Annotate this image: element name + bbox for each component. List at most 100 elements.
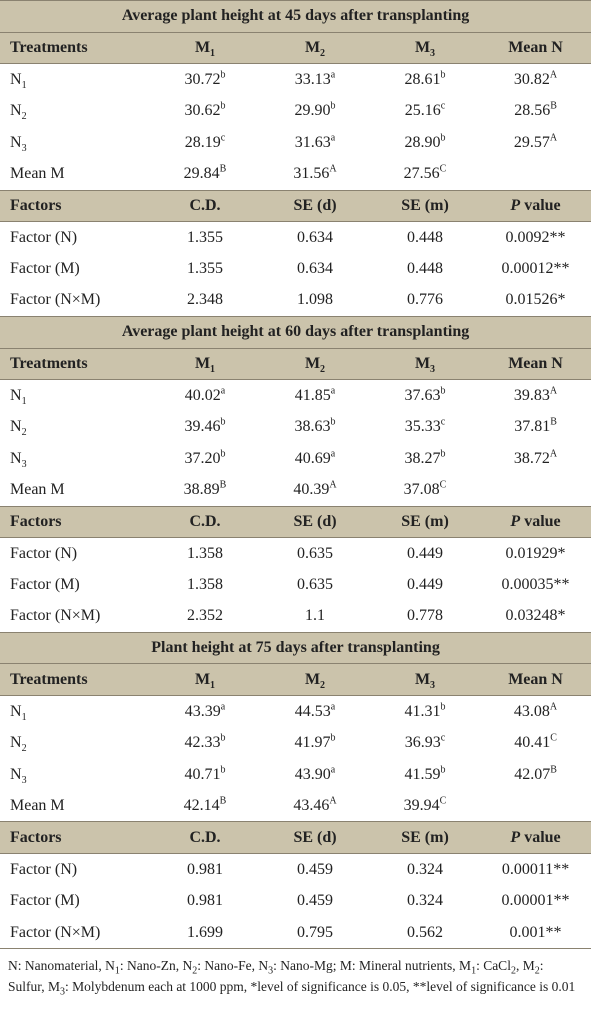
cell: N3 bbox=[0, 127, 150, 159]
cell: M1 bbox=[150, 347, 260, 381]
text: 28.90 bbox=[404, 133, 441, 151]
cell: 41.97b bbox=[260, 727, 370, 759]
cell: M1 bbox=[150, 663, 260, 697]
text: 38.89 bbox=[183, 480, 220, 498]
cell: 0.776 bbox=[370, 285, 480, 317]
superscript: A bbox=[329, 163, 337, 175]
text: 0.001** bbox=[509, 923, 562, 941]
data-row: N1 43.39a 44.53a 41.31b 43.08A bbox=[0, 696, 591, 728]
cell: P value bbox=[480, 505, 591, 539]
text: 0.459 bbox=[297, 891, 333, 909]
cell: SE (m) bbox=[370, 505, 480, 539]
cell: 2.348 bbox=[150, 285, 260, 317]
superscript: b bbox=[440, 448, 446, 460]
cell: 37.20b bbox=[150, 443, 260, 475]
superscript: b bbox=[330, 732, 336, 744]
text: 0.448 bbox=[407, 260, 443, 278]
text: : CaCl bbox=[476, 958, 511, 974]
text: 0.634 bbox=[297, 260, 333, 278]
cell: 38.63b bbox=[260, 411, 370, 443]
header-row: Treatments M1 M2 M3 Mean N bbox=[0, 663, 591, 697]
section-title: Average plant height at 60 days after tr… bbox=[0, 315, 591, 349]
text: N bbox=[10, 70, 22, 88]
text: 38.27 bbox=[404, 449, 441, 467]
cell: 37.81B bbox=[480, 411, 591, 443]
cell bbox=[480, 790, 591, 822]
cell: 44.53a bbox=[260, 696, 370, 728]
cell: 0.03248* bbox=[480, 601, 591, 633]
cell: 28.56B bbox=[480, 95, 591, 127]
text: N bbox=[10, 386, 22, 404]
subscript: 3 bbox=[430, 48, 436, 60]
text: 40.02 bbox=[184, 386, 221, 404]
subscript: 2 bbox=[320, 364, 326, 376]
text: 0.776 bbox=[407, 291, 443, 309]
subscript: 3 bbox=[430, 364, 436, 376]
cell: Factor (N) bbox=[0, 538, 150, 570]
text: 40.71 bbox=[184, 765, 221, 783]
cell: 37.63b bbox=[370, 380, 480, 412]
text: 28.61 bbox=[404, 70, 441, 88]
text: 40.41 bbox=[514, 733, 551, 751]
text: Factors bbox=[10, 828, 62, 846]
data-row: N3 37.20b 40.69a 38.27b 38.72A bbox=[0, 443, 591, 475]
text: N bbox=[10, 733, 22, 751]
cell: 0.01929* bbox=[480, 538, 591, 570]
text: Factor (M) bbox=[10, 891, 80, 909]
text: M bbox=[414, 670, 431, 688]
text: : Nano-Fe, N bbox=[197, 958, 269, 974]
cell: M2 bbox=[260, 347, 370, 381]
header-row: Factors C.D. SE (d) SE (m) P value bbox=[0, 821, 591, 855]
subscript: 1 bbox=[210, 48, 216, 60]
cell bbox=[480, 158, 591, 190]
factor-row: Factor (N×M) 1.699 0.795 0.562 0.001** bbox=[0, 917, 591, 949]
cell: 0.0092** bbox=[480, 222, 591, 254]
superscript: B bbox=[219, 479, 227, 491]
text: SE (d) bbox=[293, 828, 337, 846]
text: Mean M bbox=[10, 796, 65, 814]
text: value bbox=[520, 196, 561, 214]
superscript: b bbox=[330, 100, 336, 112]
text: 0.00001** bbox=[501, 891, 570, 909]
subscript: 1 bbox=[21, 711, 27, 723]
text: 1.1 bbox=[305, 607, 325, 625]
cell: M2 bbox=[260, 31, 370, 65]
text: 28.56 bbox=[514, 102, 551, 120]
cell: 43.46A bbox=[260, 790, 370, 822]
cell: 39.46b bbox=[150, 411, 260, 443]
superscript: c bbox=[220, 132, 226, 144]
cell: Factors bbox=[0, 821, 150, 855]
text: 0.562 bbox=[407, 923, 443, 941]
text: 0.03248* bbox=[505, 607, 566, 625]
cell: Treatments bbox=[0, 31, 150, 65]
text: N bbox=[10, 765, 22, 783]
data-table: Average plant height at 45 days after tr… bbox=[0, 0, 591, 949]
superscript: a bbox=[330, 69, 336, 81]
cell: Factor (N) bbox=[0, 854, 150, 886]
cell bbox=[480, 474, 591, 506]
cell: 38.72A bbox=[480, 443, 591, 475]
text: 40.39 bbox=[293, 480, 330, 498]
text: Factors bbox=[10, 512, 62, 530]
subscript: 2 bbox=[21, 111, 27, 123]
text: : Sulfur, M bbox=[8, 958, 544, 995]
superscript: b bbox=[220, 69, 226, 81]
superscript: B bbox=[550, 416, 557, 428]
text: 38.63 bbox=[294, 418, 331, 436]
cell: P value bbox=[480, 189, 591, 223]
cell: 42.33b bbox=[150, 727, 260, 759]
text: 25.16 bbox=[404, 102, 441, 120]
superscript: b bbox=[220, 764, 226, 776]
text: 1.098 bbox=[297, 291, 333, 309]
text: Factor (M) bbox=[10, 260, 80, 278]
data-row: N3 28.19c 31.63a 28.90b 29.57A bbox=[0, 127, 591, 159]
cell: 0.00011** bbox=[480, 854, 591, 886]
text: C.D. bbox=[189, 512, 221, 530]
cell: N1 bbox=[0, 696, 150, 728]
text: 42.07 bbox=[514, 765, 551, 783]
data-row: N2 42.33b 41.97b 36.93c 40.41C bbox=[0, 727, 591, 759]
text: 41.31 bbox=[404, 702, 441, 720]
superscript: b bbox=[220, 732, 226, 744]
text: 37.20 bbox=[184, 449, 221, 467]
cell: 29.57A bbox=[480, 127, 591, 159]
